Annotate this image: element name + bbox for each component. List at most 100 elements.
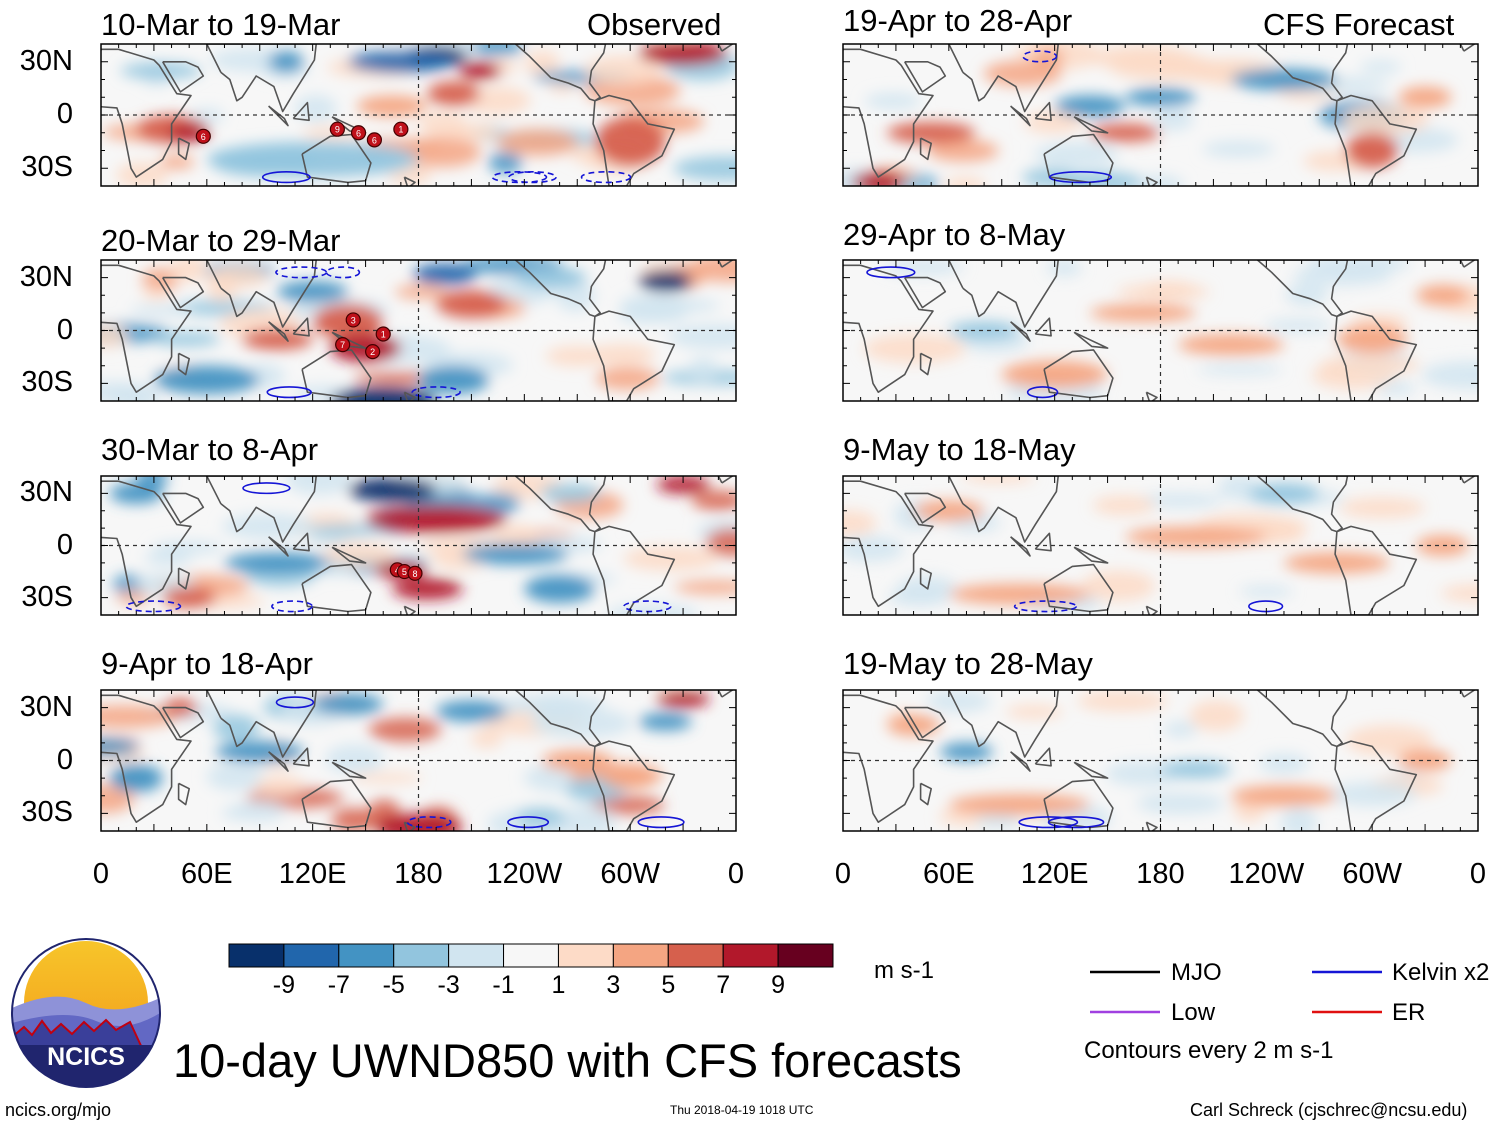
colorbar-swatch	[448, 943, 505, 968]
x-tick-label: 120W	[486, 858, 563, 890]
svg-text:3: 3	[351, 315, 356, 325]
kelvin-contour	[580, 171, 632, 184]
kelvin-contour	[406, 816, 452, 829]
tc-marker: 7	[335, 337, 351, 353]
colorbar-swatch	[228, 943, 285, 968]
coastlines	[101, 260, 734, 401]
kelvin-contour	[637, 816, 685, 829]
panel-title-fc-4: 19-May to 28-May	[843, 646, 1093, 681]
kelvin-contour	[507, 816, 550, 829]
kelvin-contour	[1047, 816, 1105, 829]
x-tick-label: 120W	[1228, 858, 1305, 890]
tc-marker: 2	[365, 344, 381, 360]
x-tick-label: 0	[1469, 858, 1487, 890]
colorbar-label: -7	[327, 971, 350, 999]
x-tick-label: 0	[727, 858, 745, 890]
coastlines	[101, 476, 734, 615]
svg-text:9: 9	[335, 125, 340, 135]
kelvin-contour	[266, 386, 312, 399]
colorbar-label: 9	[771, 971, 786, 999]
tc-marker: 6	[366, 132, 383, 148]
colorbar-label: 3	[606, 971, 621, 999]
kelvin-contour	[275, 696, 315, 709]
legend-label-low: Low	[1171, 999, 1216, 1026]
colorbar-label: -9	[272, 971, 296, 999]
kelvin-contour	[275, 266, 328, 279]
x-tick-label: 60W	[1342, 858, 1402, 890]
colorbar-swatch	[612, 943, 669, 968]
svg-text:7: 7	[340, 340, 345, 350]
x-tick-label: 180	[1136, 858, 1185, 890]
colorbar-swatch	[722, 943, 779, 968]
panel-title-obs-3: 30-Mar to 8-Apr	[101, 432, 319, 467]
svg-text:5: 5	[402, 567, 407, 577]
svg-text:1: 1	[398, 125, 403, 135]
y-tick-label: 30S	[21, 796, 73, 829]
contour-note: Contours every 2 m s-1	[1084, 1037, 1334, 1064]
colorbar-label: -3	[437, 971, 460, 999]
y-tick-label: 0	[56, 98, 73, 130]
logo-text: NCICS	[47, 1043, 125, 1071]
kelvin-contour	[491, 171, 548, 184]
colorbar-label: -1	[492, 971, 515, 999]
kelvin-contour	[261, 171, 311, 184]
kelvin-contour	[1248, 600, 1284, 613]
colorbar-swatch	[667, 943, 724, 968]
svg-text:6: 6	[372, 135, 377, 145]
colorbar-swatch	[503, 943, 559, 968]
map-panel-observed-4	[100, 689, 737, 832]
y-tick-label: 30S	[21, 580, 73, 613]
legend	[1090, 970, 1382, 1014]
map-panel-forecast-3	[842, 475, 1479, 616]
colorbar-label: 5	[661, 971, 676, 999]
svg-text:6: 6	[201, 132, 206, 142]
y-tick-label: 30N	[19, 260, 73, 293]
x-tick-label: 120E	[278, 858, 347, 890]
colorbar-label: 1	[551, 971, 566, 999]
colorbar-swatch	[557, 943, 614, 968]
x-tick-label: 0	[834, 858, 852, 890]
timestamp: Thu 2018-04-19 1018 UTC	[670, 1103, 814, 1117]
kelvin-contour	[866, 266, 916, 279]
kelvin-contour	[1048, 171, 1113, 184]
credit: Carl Schreck (cjschrec@ncsu.edu)	[1190, 1100, 1468, 1120]
kelvin-contour	[125, 600, 182, 613]
y-tick-label: 0	[56, 313, 73, 346]
svg-text:8: 8	[412, 569, 417, 579]
panel-title-fc-1: 19-Apr to 28-Apr	[843, 3, 1073, 38]
tc-marker: 6	[195, 128, 211, 144]
tc-marker: 6	[350, 125, 367, 141]
svg-text:6: 6	[356, 128, 361, 138]
kelvin-contour	[1026, 386, 1059, 399]
x-tick-label: 60E	[181, 858, 233, 890]
map-panel-observed-1: 6 9 6 6 1	[100, 43, 737, 187]
ncics-logo: NCICS	[11, 938, 161, 1088]
y-tick-label: 30S	[21, 151, 73, 184]
panel-title-fc-3: 9-May to 18-May	[843, 432, 1076, 467]
tc-marker: 9	[329, 121, 345, 137]
kelvin-contour	[1013, 600, 1078, 613]
x-tick-label: 60W	[600, 858, 660, 890]
svg-text:1: 1	[381, 330, 386, 340]
map-panel-forecast-4	[842, 689, 1479, 832]
observed-label: Observed	[587, 7, 722, 42]
colorbar-swatch	[283, 943, 340, 968]
colorbar-swatch	[393, 943, 450, 968]
y-tick-label: 30N	[19, 476, 73, 509]
legend-label-er: ER	[1392, 999, 1426, 1026]
colorbar-swatch	[338, 943, 395, 968]
y-tick-label: 0	[56, 743, 73, 776]
kelvin-contour	[1018, 816, 1079, 829]
tc-marker: 3	[345, 312, 361, 328]
panel-title-obs-4: 9-Apr to 18-Apr	[101, 646, 313, 681]
x-tick-label: 0	[92, 858, 110, 890]
map-panel-forecast-1	[842, 43, 1479, 187]
y-tick-label: 30N	[19, 44, 73, 77]
x-tick-label: 60E	[923, 858, 975, 890]
panel-title-obs-2: 20-Mar to 29-Mar	[101, 223, 341, 258]
site-url: ncics.org/mjo	[5, 1100, 112, 1120]
legend-label-kelvin: Kelvin x2	[1392, 959, 1490, 986]
panel-title-obs-1: 10-Mar to 19-Mar	[101, 7, 341, 42]
forecast-label: CFS Forecast	[1263, 7, 1455, 42]
x-tick-label: 120E	[1020, 858, 1089, 890]
